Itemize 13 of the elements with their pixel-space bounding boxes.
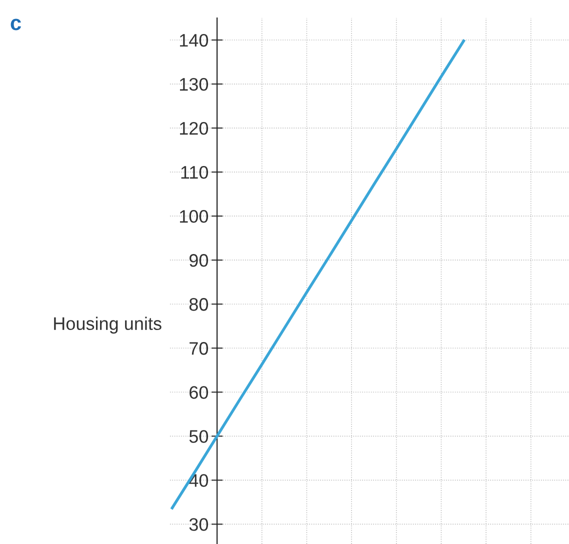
y-tick-label: 140 <box>180 34 208 47</box>
y-tick-label: 110 <box>181 166 208 179</box>
y-tick-label: 100 <box>180 210 208 223</box>
y-tick-label: 130 <box>180 78 208 91</box>
y-tick-label: 120 <box>180 122 208 135</box>
y-axis-title: Housing units <box>54 316 162 334</box>
y-tick-label: 80 <box>189 298 208 311</box>
y-tick-label: 60 <box>190 386 208 399</box>
y-tick-label: 30 <box>189 518 208 531</box>
text: c <box>10 18 21 30</box>
y-tick-label: 70 <box>190 342 208 355</box>
y-tick-label: 50 <box>189 430 208 443</box>
y-tick-label: 90 <box>190 254 208 267</box>
